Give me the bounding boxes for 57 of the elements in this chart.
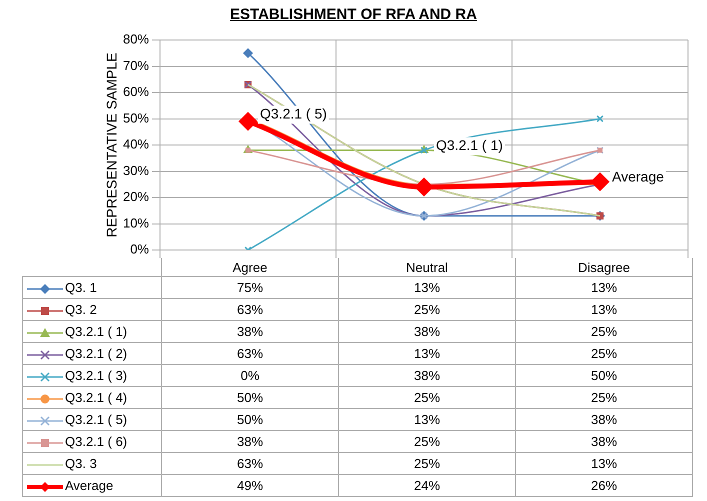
data-label: 0%: [162, 364, 338, 386]
data-label: 13%: [338, 408, 516, 430]
data-label: 25%: [516, 342, 692, 364]
data-label: 26%: [516, 474, 692, 496]
data-label: 13%: [516, 298, 692, 320]
data-label: 38%: [162, 320, 338, 342]
data-label: 63%: [162, 298, 338, 320]
legend-label: Q3. 2: [22, 298, 162, 320]
x-tick-label: Agree: [162, 258, 338, 276]
data-label: 38%: [338, 320, 516, 342]
y-tick-label: 50%: [122, 110, 150, 126]
y-tick-label: 0%: [130, 242, 150, 257]
annotation: Q3.2.1 ( 1): [436, 137, 503, 154]
data-label: 50%: [162, 386, 338, 408]
data-label: 25%: [338, 386, 516, 408]
y-tick-label: 20%: [122, 189, 150, 204]
annotation: Average: [612, 168, 664, 185]
y-axis-title: REPRESENTATIVE SAMPLE: [103, 52, 120, 238]
y-tick-label: 30%: [122, 162, 150, 178]
data-label: 49%: [162, 474, 338, 496]
data-label: 75%: [162, 276, 338, 298]
legend-label: Q3. 1: [22, 276, 162, 298]
y-tick-label: 40%: [122, 136, 150, 152]
data-label: 25%: [338, 452, 516, 474]
x-tick-label: Disagree: [516, 258, 692, 276]
y-tick-label: 80%: [122, 32, 150, 47]
data-label: 63%: [162, 452, 338, 474]
data-label: 38%: [516, 408, 692, 430]
data-label: 38%: [162, 430, 338, 452]
data-label: 50%: [162, 408, 338, 430]
legend-label: Q3.2.1 ( 3): [22, 364, 162, 386]
y-tick-label: 70%: [122, 58, 150, 73]
legend-label: Q3.2.1 ( 6): [22, 430, 162, 452]
legend-label: Q3. 3: [22, 452, 162, 474]
data-label: 25%: [516, 386, 692, 408]
legend-label: Average: [22, 474, 162, 496]
data-label: 13%: [516, 452, 692, 474]
data-label: 13%: [338, 276, 516, 298]
data-label: 50%: [516, 364, 692, 386]
y-tick-label: 60%: [122, 84, 150, 100]
data-label: 63%: [162, 342, 338, 364]
x-tick-label: Neutral: [338, 258, 516, 276]
legend-label: Q3.2.1 ( 2): [22, 342, 162, 364]
legend-label: Q3.2.1 ( 5): [22, 408, 162, 430]
legend-label: Q3.2.1 ( 4): [22, 386, 162, 408]
data-label: 25%: [338, 430, 516, 452]
data-label: 13%: [338, 342, 516, 364]
data-label: 24%: [338, 474, 516, 496]
chart-title: ESTABLISHMENT OF RFA AND RA: [229, 6, 478, 23]
data-label: 13%: [516, 276, 692, 298]
data-label: 25%: [516, 320, 692, 342]
annotation: Q3.2.1 ( 5): [260, 106, 327, 122]
legend-label: Q3.2.1 ( 1): [22, 320, 162, 342]
data-label: 38%: [516, 430, 692, 452]
data-label: 25%: [338, 298, 516, 320]
y-tick-label: 10%: [122, 215, 150, 230]
data-label: 38%: [338, 364, 516, 386]
